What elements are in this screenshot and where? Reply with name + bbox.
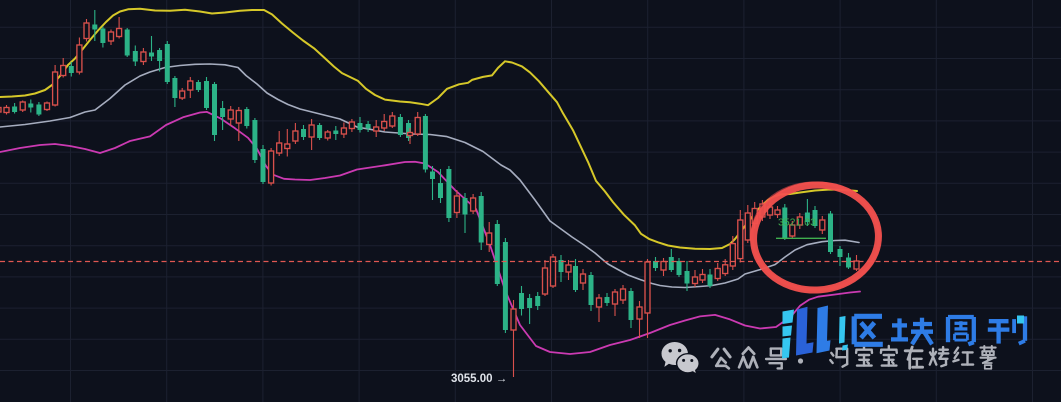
svg-text:3521.03: 3521.03 <box>778 217 816 229</box>
svg-text:3055.00 →: 3055.00 → <box>451 373 507 385</box>
